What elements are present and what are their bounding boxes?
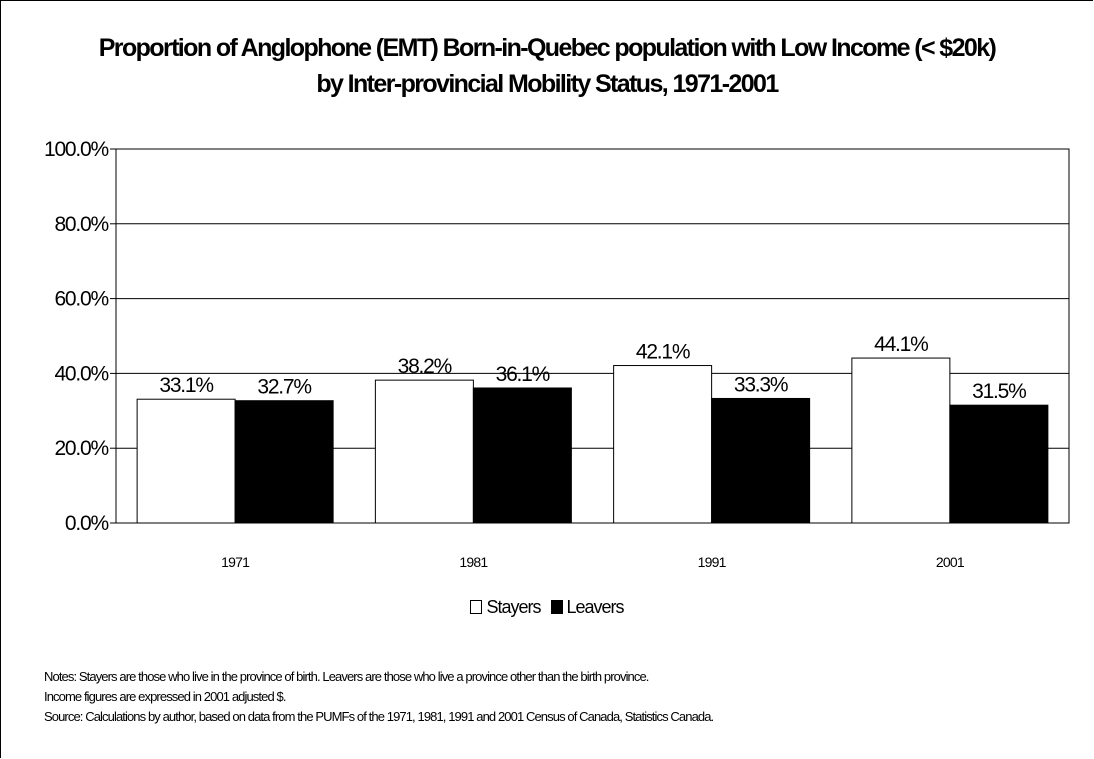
data-label-leavers-1991: 33.3% [734,373,788,396]
data-label-stayers-2001: 44.1% [874,333,928,356]
bar-stayers-1981 [374,379,474,524]
chart-notes: Notes: Stayers are those who live in the… [44,667,714,727]
legend-label-leavers: Leavers [566,596,625,617]
y-tick-label: 40.0% [54,362,108,385]
legend-swatch-stayers [470,599,483,614]
bars [136,357,1049,524]
legend-label-stayers: Stayers [486,596,541,617]
data-labels: 33.1% 32.7% 38.2% 36.1% 42.1% 33.3% 44.1% 31.5% [159,333,1027,403]
data-label-leavers-1971: 32.7% [257,376,311,399]
bar-leavers-1981 [472,387,572,524]
bar-leavers-2001 [949,404,1049,524]
legend-swatch-leavers [550,599,563,614]
chart-title-line-1: Proportion of Anglophone (EMT) Born-in-Q… [98,34,997,62]
chart-title-line-2: by Inter-provincial Mobility Status, 197… [316,70,779,98]
data-label-stayers-1981: 38.2% [398,355,452,378]
bar-stayers-1991 [613,365,713,524]
bar-stayers-2001 [851,357,951,524]
axes: 0.0% 20.0% 40.0% 60.0% 80.0% 100.0% 1971 1981 19… [44,138,1070,570]
y-tick-label: 100.0% [44,138,109,161]
y-tick-label: 80.0% [54,213,108,236]
legend: Stayers Leavers [0,596,1094,618]
notes-line-1: Notes: Stayers are those who live in the… [44,669,649,684]
legend-item-stayers: Stayers [470,596,541,618]
data-label-stayers-1971: 33.1% [159,374,213,397]
notes-line-2: Income figures are expressed in 2001 adj… [44,689,286,704]
bar-leavers-1991 [711,397,811,524]
y-tick-label: 20.0% [54,437,108,460]
bar-leavers-1971 [234,400,334,524]
bar-stayers-1971 [136,398,236,524]
x-tick-label: 1971 [221,554,250,570]
y-tick-label: 0.0% [65,512,109,535]
x-tick-label: 1981 [459,554,488,570]
data-label-leavers-2001: 31.5% [972,380,1026,403]
data-label-leavers-1981: 36.1% [496,363,550,386]
y-tick-label: 60.0% [54,288,108,311]
x-tick-label: 2001 [936,554,965,570]
data-label-stayers-1991: 42.1% [636,341,690,364]
x-tick-label: 1991 [698,554,727,570]
legend-item-leavers: Leavers [550,596,625,618]
plot-area-border [115,148,1070,524]
notes-line-3: Source: Calculations by author, based on… [44,709,714,724]
chart-title: Proportion of Anglophone (EMT) Born-in-Q… [0,30,1094,102]
